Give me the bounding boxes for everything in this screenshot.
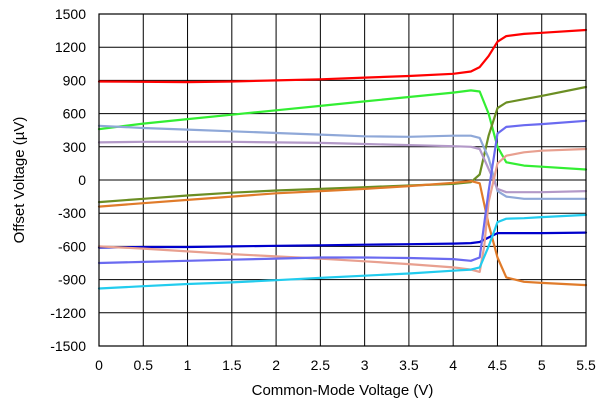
x-tick-labels: 0 0.5 1 1.5 2 2.5 3 3.5 4 4.5 5 5.5 (95, 357, 596, 373)
x-axis-title: Common-Mode Voltage (V) (252, 382, 434, 399)
series-line-7 (97, 231, 588, 249)
x-tick-label: 1 (184, 357, 192, 373)
x-tick-label: 5.5 (576, 357, 596, 373)
series-line-2 (97, 89, 588, 171)
y-tick-label: 0 (78, 172, 86, 188)
y-tick-label: 1200 (55, 39, 86, 55)
series-line-10 (97, 213, 588, 290)
x-tick-label: 0 (95, 357, 103, 373)
grid (98, 13, 587, 347)
y-tick-label: 600 (63, 106, 87, 122)
y-tick-label: 1500 (55, 6, 86, 22)
x-tick-label: 0.5 (134, 357, 154, 373)
series-line-8 (97, 147, 588, 273)
series-line-1 (97, 28, 588, 84)
series-lines (97, 28, 588, 290)
series-line-5 (97, 140, 588, 194)
series-line-6 (97, 180, 588, 287)
y-tick-label: -1200 (50, 305, 86, 321)
series-line-4 (97, 124, 588, 200)
y-axis-title: Offset Voltage (µV) (11, 117, 28, 244)
y-tick-label: -1500 (50, 338, 86, 354)
y-tick-label: -600 (58, 238, 86, 254)
x-tick-label: 2.5 (311, 357, 331, 373)
x-tick-label: 3 (361, 357, 369, 373)
y-tick-label: -900 (58, 272, 86, 288)
plot-frame (98, 13, 587, 347)
x-tick-label: 3.5 (399, 357, 419, 373)
x-tick-label: 4 (449, 357, 457, 373)
x-tick-label: 5 (538, 357, 546, 373)
y-tick-label: 300 (63, 139, 87, 155)
x-tick-label: 4.5 (488, 357, 508, 373)
x-tick-label: 1.5 (222, 357, 242, 373)
x-tick-label: 2 (272, 357, 280, 373)
y-tick-labels: -1500 -1200 -900 -600 -300 0 300 600 900 1200 1500 (50, 6, 86, 354)
series-line-9 (97, 119, 588, 265)
y-tick-label: 900 (63, 72, 87, 88)
y-tick-label: -300 (58, 205, 86, 221)
